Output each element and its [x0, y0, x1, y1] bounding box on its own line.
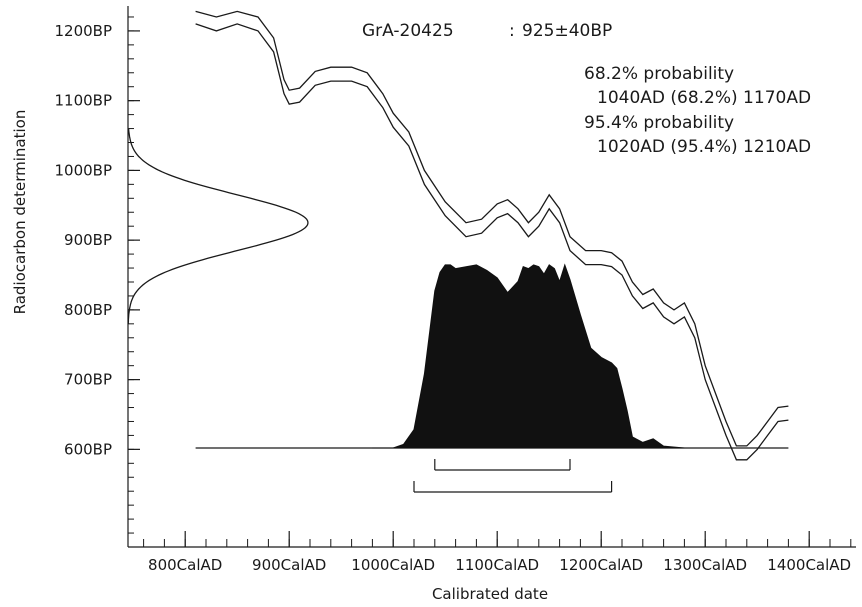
y-ticks: 1200BP 1100BP 1000BP 900BP 800BP 700BP 600BP: [54, 22, 140, 458]
minor-ticks: [128, 16, 852, 547]
y-tick-label: 1100BP: [54, 92, 112, 110]
annotation-95-label: 95.4% probability: [584, 113, 734, 133]
x-tick-label: 800CalAD: [148, 556, 222, 574]
x-tick-label: 1100CalAD: [455, 556, 539, 574]
y-tick-label: 1000BP: [54, 161, 112, 179]
y-tick-label: 1200BP: [54, 22, 112, 40]
range-brackets: [413, 459, 613, 493]
sample-age: 925±40BP: [522, 21, 612, 41]
range-bracket-68-2: [434, 459, 571, 471]
axes: 1200BP 1100BP 1000BP 900BP 800BP 700BP 600BP 8…: [54, 6, 856, 574]
annotation-68-range: 1040AD (68.2%) 1170AD: [597, 88, 811, 108]
x-tick-label: 1300CalAD: [663, 556, 747, 574]
y-tick-label: 700BP: [64, 371, 112, 389]
plot-content: [127, 10, 789, 493]
x-ticks: 800CalAD 900CalAD 1000CalAD 1100CalAD 1200Ca…: [148, 531, 851, 574]
calibrated-distribution: [372, 263, 685, 449]
calibration-curve-upper: [195, 10, 789, 447]
y-tick-label: 600BP: [64, 440, 112, 458]
radiocarbon-distribution: [127, 128, 309, 324]
sample-lab-code: GrA-20425: [362, 21, 454, 41]
x-axis-title: Calibrated date: [432, 585, 548, 603]
x-tick-label: 1000CalAD: [351, 556, 435, 574]
annotation-95-range: 1020AD (95.4%) 1210AD: [597, 137, 811, 157]
y-axis-title: Radiocarbon determination: [11, 110, 29, 315]
y-tick-label: 800BP: [64, 301, 112, 319]
annotations: GrA-20425 : 925±40BP 68.2% probability 1…: [362, 21, 811, 157]
x-tick-label: 1200CalAD: [559, 556, 643, 574]
sample-separator: :: [509, 21, 515, 41]
annotation-68-label: 68.2% probability: [584, 64, 734, 84]
y-tick-label: 900BP: [64, 231, 112, 249]
x-tick-label: 1400CalAD: [767, 556, 851, 574]
calibration-curve-lower: [195, 23, 789, 461]
range-bracket-95-4: [413, 481, 613, 493]
x-tick-label: 900CalAD: [252, 556, 326, 574]
